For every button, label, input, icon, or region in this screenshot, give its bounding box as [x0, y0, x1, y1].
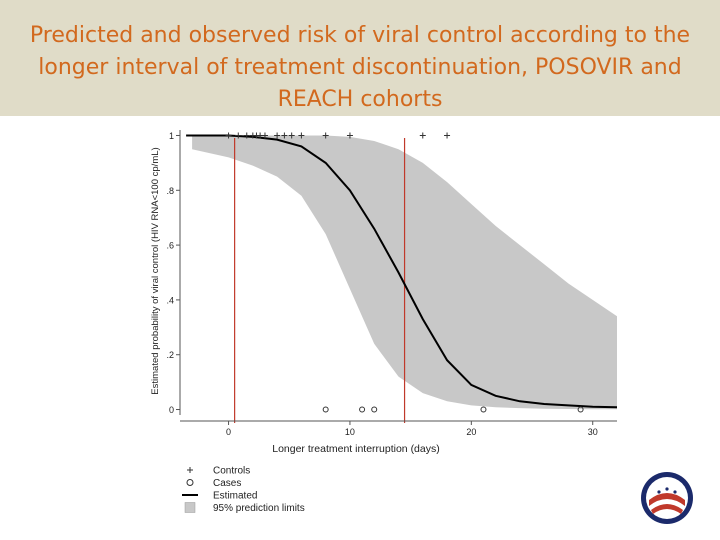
- legend-label: Controls: [213, 466, 250, 477]
- legend-label: 95% prediction limits: [213, 503, 305, 514]
- control-marker: [346, 132, 353, 139]
- case-marker: [480, 406, 487, 413]
- x-tick-label: 0: [226, 427, 231, 437]
- estimated-curve: [186, 134, 617, 409]
- control-marker: [243, 132, 250, 139]
- control-marker: [274, 132, 281, 139]
- reach-cohort-logo: [641, 472, 693, 524]
- control-marker: [298, 132, 305, 139]
- x-tick-label: 20: [466, 427, 476, 437]
- control-marker: [419, 132, 426, 139]
- legend-plus-marker: [187, 467, 193, 473]
- control-marker: [288, 132, 295, 139]
- y-tick-label: 0: [169, 405, 174, 415]
- y-tick-label: .2: [166, 350, 174, 360]
- slide-title: Predicted and observed risk of viral con…: [29, 23, 691, 112]
- control-marker: [444, 132, 451, 139]
- legend-label: Cases: [213, 478, 241, 489]
- x-tick-label: 30: [588, 427, 598, 437]
- control-marker: [261, 132, 268, 139]
- control-marker: [225, 132, 232, 139]
- case-marker: [322, 406, 329, 413]
- y-tick-label: .4: [166, 295, 174, 305]
- title-band: [0, 0, 720, 116]
- control-marker: [235, 132, 242, 139]
- y-tick-label: .6: [166, 241, 174, 251]
- legend-circle-marker: [186, 479, 194, 486]
- y-axis-label: Estimated probability of viral control (…: [150, 147, 161, 394]
- case-marker: [577, 406, 584, 413]
- x-axis-label: Longer treatment interruption (days): [272, 443, 440, 455]
- y-tick-label: .8: [166, 186, 174, 196]
- legend-band-marker: [184, 502, 196, 513]
- control-marker: [322, 132, 329, 139]
- x-tick-label: 10: [345, 427, 355, 437]
- control-marker: [281, 132, 288, 139]
- case-marker: [359, 406, 366, 413]
- case-marker: [371, 406, 378, 413]
- legend-label: Estimated: [213, 491, 257, 502]
- y-tick-label: 1: [169, 131, 174, 141]
